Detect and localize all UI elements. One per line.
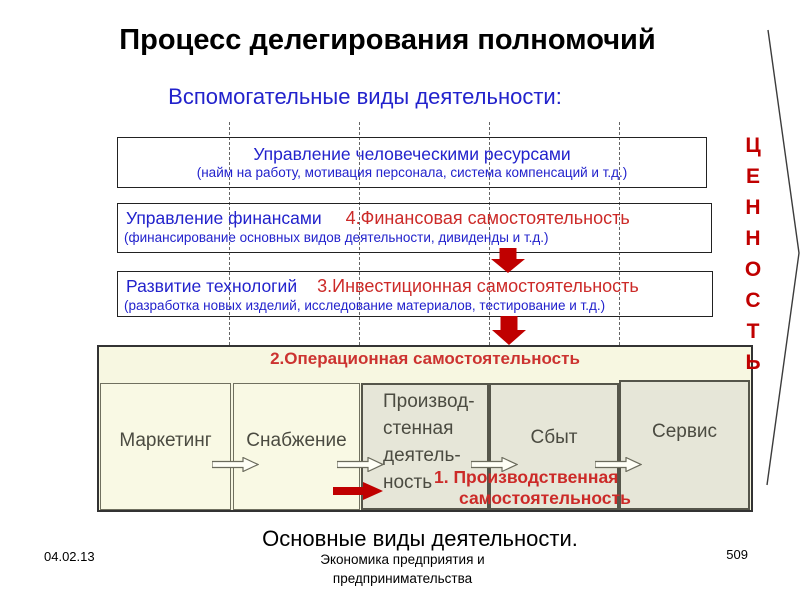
value-letter: Е bbox=[745, 165, 760, 188]
box-hr-detail: (найм на работу, мотивация персонала, си… bbox=[196, 165, 628, 180]
dashed-guide-line bbox=[619, 122, 620, 345]
value-letter: Н bbox=[745, 227, 761, 250]
value-letter: Ь bbox=[745, 351, 761, 374]
box-technology-development: Развитие технологий 3.Инвестиционная само… bbox=[117, 271, 713, 317]
value-letter: Т bbox=[746, 320, 760, 343]
footer-date: 04.02.13 bbox=[44, 549, 95, 564]
down-arrow-icon bbox=[492, 316, 526, 345]
bottom-caption: Основные виды деятельности. bbox=[262, 526, 578, 551]
value-letter: Н bbox=[745, 196, 761, 219]
footer-page-number: 509 bbox=[726, 547, 748, 562]
box-finance-title: Управление финансами bbox=[126, 208, 322, 228]
label-financial-independence: 4.Финансовая самостоятельность bbox=[345, 208, 630, 228]
label-production-independence-line2: самостоятельность bbox=[459, 488, 631, 508]
value-letter: Ц bbox=[745, 134, 761, 157]
flow-arrow-icon bbox=[212, 457, 259, 472]
label-operational-independence: 2.Операционная самостоятельность bbox=[270, 349, 580, 368]
subtitle-auxiliary-activities: Вспомогательные виды деятельности: bbox=[168, 84, 562, 109]
footer-course-line2: предпринимательства bbox=[332, 571, 473, 586]
down-arrow-icon bbox=[491, 248, 525, 273]
box-finance-detail: (финансирование основных видов деятельно… bbox=[124, 230, 549, 245]
right-arrow-icon bbox=[333, 482, 383, 500]
box-finance-row: Управление финансами 4.Финансовая самосто… bbox=[126, 207, 711, 229]
box-technology-row: Развитие технологий 3.Инвестиционная само… bbox=[126, 275, 712, 297]
column-marketing: Маркетинг bbox=[100, 383, 231, 510]
footer-course: Экономика предприятия и предпринимательс… bbox=[250, 550, 555, 588]
flow-arrow-icon bbox=[595, 457, 642, 472]
column-production-line: Производ- bbox=[383, 391, 475, 412]
box-technology-title: Развитие технологий bbox=[126, 276, 298, 296]
dashed-guide-line bbox=[489, 122, 490, 345]
value-letter: О bbox=[744, 258, 762, 281]
value-vertical-label: Ц Е Н Н О С Т Ь bbox=[740, 130, 766, 378]
column-production: Производ- стенная деятель- ность bbox=[361, 383, 489, 510]
label-investment-independence: 3.Инвестиционная самостоятельность bbox=[317, 276, 639, 296]
column-sales: Сбыт bbox=[489, 383, 619, 510]
dashed-guide-line bbox=[229, 122, 230, 345]
page-title: Процесс делегирования полномочий bbox=[119, 24, 656, 56]
column-production-line: стенная bbox=[383, 418, 454, 439]
box-hr-management: Управление человеческими ресурсами (найм… bbox=[117, 137, 707, 188]
box-hr-title: Управление человеческими ресурсами bbox=[253, 144, 571, 164]
column-production-line: деятель- bbox=[383, 445, 461, 466]
label-production-independence-line1: 1. Производственная bbox=[434, 467, 619, 487]
footer-course-line1: Экономика предприятия и bbox=[320, 552, 485, 567]
dashed-guide-line bbox=[359, 122, 360, 345]
column-production-line: ность bbox=[383, 472, 433, 493]
box-technology-detail: (разработка новых изделий, исследование … bbox=[124, 298, 606, 313]
column-service: Сервис bbox=[619, 380, 750, 510]
value-letter: С bbox=[745, 289, 761, 312]
flow-arrow-icon bbox=[337, 457, 384, 472]
flow-arrow-icon bbox=[471, 457, 518, 472]
box-finance-management: Управление финансами 4.Финансовая самосто… bbox=[117, 203, 712, 253]
